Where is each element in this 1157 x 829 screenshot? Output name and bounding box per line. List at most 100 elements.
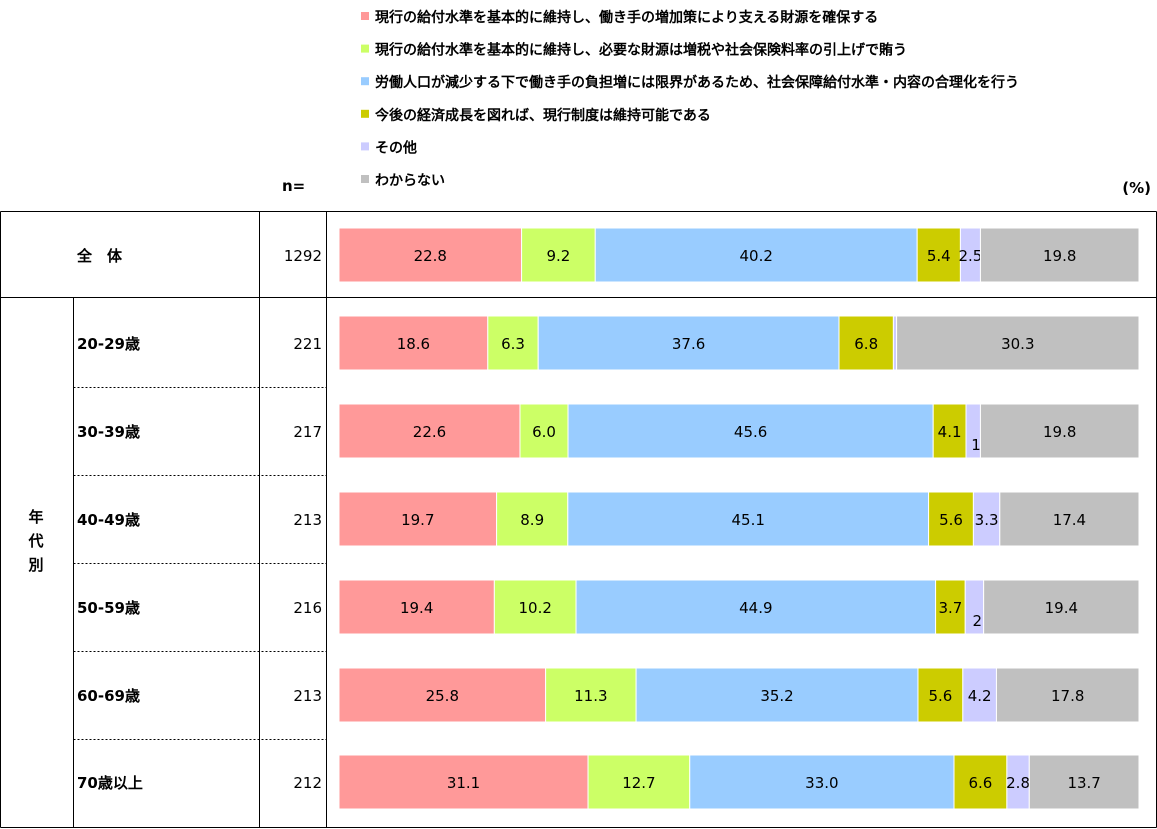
bar-value-label: 5.6 [939, 511, 963, 529]
row-label: 50-59歳 [77, 599, 140, 617]
bar-value-label: 45.1 [731, 511, 764, 529]
bar-value-label: 12.7 [622, 774, 655, 792]
bar-value-label: 33.0 [805, 774, 838, 792]
row-label: 20-29歳 [77, 335, 140, 353]
bar-value-label: 17.4 [1053, 511, 1086, 529]
bar-segment [979, 403, 1140, 459]
bar-value-label: 6.8 [854, 335, 878, 353]
bar-value-label: 3.7 [938, 599, 962, 617]
bar-segment [338, 667, 547, 723]
bar-segment [999, 491, 1140, 547]
bar-segment [635, 667, 919, 723]
bar-value-label: 11.3 [574, 687, 607, 705]
bar-value-label: 31.1 [447, 774, 480, 792]
bar-value-label: 3.3 [975, 511, 999, 529]
bar-segment [487, 315, 539, 371]
bar-value-label: 19.4 [1045, 599, 1078, 617]
bar-value-label: 6.3 [501, 335, 525, 353]
bar-value-label: 8.9 [520, 511, 544, 529]
bar-segment [587, 754, 691, 810]
bar-segment [1028, 754, 1140, 810]
n-header: n= [282, 177, 305, 195]
legend-swatch [361, 77, 369, 86]
bar-value-label: 35.2 [760, 687, 793, 705]
bar-value-label: 19.4 [400, 599, 433, 617]
bar-segment [983, 579, 1140, 635]
bar-segment [838, 315, 894, 371]
bar-segment [935, 579, 966, 635]
legend-swatch [361, 175, 369, 183]
row-label: 60-69歳 [77, 687, 140, 705]
bar-value-label: 30.3 [1001, 335, 1034, 353]
bar-value-label: 2.5 [959, 247, 983, 265]
bar-value-label: 25.8 [426, 687, 459, 705]
bar-segment [338, 491, 498, 547]
bar-value-label: 19.8 [1043, 247, 1076, 265]
bar-value-label: 10.2 [518, 599, 551, 617]
row-labels: 全 体 1292 20-29歳 221 30-39歳 217 40-49歳 213 50-59歳… [76, 247, 322, 792]
row-label: 全 体 [76, 247, 123, 265]
row-label: 30-39歳 [77, 423, 140, 441]
row-n-value: 216 [293, 599, 322, 617]
bar-segment [338, 227, 523, 283]
bar-value-label: 6.6 [969, 774, 993, 792]
bars: 22.8 9.2 40.2 5.4 2.5 19.8 18.6 6.3 37.6 6.8 30.3 2… [338, 227, 1140, 810]
bar-value-label: 17.8 [1051, 687, 1084, 705]
bar-segment [521, 227, 596, 283]
legend-label: 現行の給付水準を基本的に維持し、働き手の増加策により支える財源を確保する [375, 9, 878, 26]
bar-value-label: 4.2 [968, 687, 992, 705]
bar-segment [594, 227, 918, 283]
group-label-age: 年代別 [27, 508, 43, 574]
legend-label: 今後の経済成長を図れば、現行制度は維持可能である [374, 107, 711, 124]
bar-segment [896, 315, 1140, 371]
legend-swatch [361, 44, 369, 53]
legend-label: その他 [375, 139, 417, 156]
bar-value-label: 6.0 [532, 423, 556, 441]
row-n-value: 221 [293, 335, 322, 353]
legend-label: 労働人口が減少する下で働き手の負担増には限界があるため、社会保障給付水準・内容の… [375, 74, 1019, 91]
legend-swatch [361, 142, 369, 151]
bar-segment [979, 227, 1140, 283]
bar-value-label: 45.6 [734, 423, 767, 441]
bar-segment [953, 754, 1008, 810]
bar-segment [338, 403, 521, 459]
bar-value-label: 4.1 [938, 423, 962, 441]
row-n-value: 213 [293, 511, 322, 529]
bar-segment [545, 667, 637, 723]
bar-segment [962, 667, 997, 723]
legend-swatch [361, 12, 369, 20]
bar-value-label: 19.7 [401, 511, 434, 529]
bar-value-label: 13.7 [1067, 774, 1100, 792]
bar-value-label: 22.8 [414, 247, 447, 265]
bar-value-label: 22.6 [413, 423, 446, 441]
unit-label: (%) [1122, 179, 1151, 197]
bar-value-label: 18.6 [397, 335, 430, 353]
bar-value-label: 2.8 [1006, 774, 1030, 792]
bar-segment [928, 491, 974, 547]
row-label: 40-49歳 [77, 511, 140, 529]
bar-segment [338, 315, 489, 371]
row-n-value: 1292 [284, 247, 322, 265]
bar-segment [575, 579, 937, 635]
bar-value-label: 5.4 [927, 247, 951, 265]
bar-segment [496, 491, 569, 547]
bar-segment [995, 667, 1140, 723]
bar-value-label: 19.8 [1043, 423, 1076, 441]
legend-swatch [361, 109, 369, 118]
bar-value-label: 5.6 [928, 687, 952, 705]
legend: 現行の給付水準を基本的に維持し、働き手の増加策により支える財源を確保する現行の給… [361, 9, 1019, 189]
group-label-char: 代 [27, 532, 43, 550]
bar-value-label: 9.2 [546, 247, 570, 265]
row-n-value: 213 [293, 687, 322, 705]
legend-label: 現行の給付水準を基本的に維持し、必要な財源は増税や社会保険料率の引上げで賄う [375, 42, 907, 59]
bar-segment [338, 754, 589, 810]
bar-value-label: 37.6 [672, 335, 705, 353]
row-label: 70歳以上 [77, 774, 143, 792]
bar-segment [917, 667, 964, 723]
bar-segment [519, 403, 569, 459]
group-label-char: 別 [27, 556, 43, 574]
legend-label: わからない [375, 173, 445, 189]
group-label-char: 年 [28, 508, 43, 526]
bar-value-label: 40.2 [740, 247, 773, 265]
